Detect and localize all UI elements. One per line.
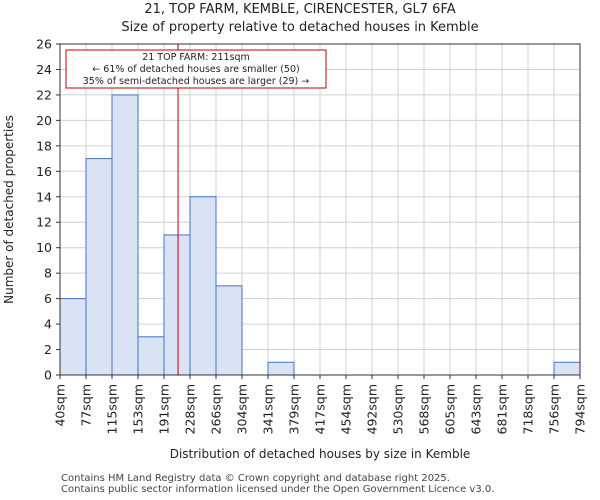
x-tick-label: 643sqm: [469, 384, 484, 434]
x-axis-label: Distribution of detached houses by size …: [170, 447, 471, 461]
annotation-line-1: 21 TOP FARM: 211sqm: [142, 52, 250, 63]
histogram-bar: [59, 298, 87, 376]
x-tick-label: 40sqm: [53, 384, 68, 427]
y-tick-label: 2: [44, 342, 52, 357]
x-tick-label: 191sqm: [157, 384, 172, 434]
histogram-bar: [553, 361, 581, 376]
histogram-bar: [111, 94, 139, 376]
y-tick-label: 0: [44, 368, 52, 383]
y-tick-label: 6: [44, 291, 52, 306]
x-tick-label: 568sqm: [417, 384, 432, 434]
y-tick-label: 18: [36, 138, 52, 153]
bars: [59, 94, 581, 376]
x-tick-label: 756sqm: [547, 384, 562, 434]
histogram-bar: [85, 158, 113, 376]
x-tick-label: 681sqm: [495, 384, 510, 434]
annotation-box: 21 TOP FARM: 211sqm ← 61% of detached ho…: [65, 49, 327, 89]
y-tick-label: 26: [36, 37, 52, 52]
x-tick-label: 115sqm: [105, 384, 120, 434]
chart-title: 21, TOP FARM, KEMBLE, CIRENCESTER, GL7 6…: [144, 2, 456, 17]
annotation-line-3: 35% of semi-detached houses are larger (…: [83, 76, 310, 87]
histogram-bar: [267, 361, 295, 376]
y-axis-label: Number of detached properties: [2, 115, 16, 304]
histogram-bar: [189, 196, 217, 376]
x-tick-label: 228sqm: [183, 384, 198, 434]
x-tick-label: 605sqm: [443, 384, 458, 434]
footer-line-2: Contains public sector information licen…: [61, 484, 495, 495]
y-tick-label: 24: [36, 62, 52, 77]
x-tick-labels: 40sqm 77sqm 115sqm 153sqm 191sqm 228sqm 266sqm…: [53, 375, 588, 434]
x-tick-label: 794sqm: [573, 384, 588, 434]
x-tick-label: 530sqm: [391, 384, 406, 434]
y-tick-label: 10: [36, 240, 52, 255]
y-tick-label: 8: [44, 266, 52, 281]
x-tick-label: 77sqm: [79, 384, 94, 427]
histogram-bar: [215, 285, 243, 376]
chart-subtitle: Size of property relative to detached ho…: [121, 20, 479, 35]
x-tick-label: 304sqm: [235, 384, 250, 434]
x-tick-label: 341sqm: [261, 384, 276, 434]
x-tick-label: 266sqm: [209, 384, 224, 434]
annotation-line-2: ← 61% of detached houses are smaller (50…: [92, 64, 299, 75]
x-tick-label: 379sqm: [287, 384, 302, 434]
y-tick-label: 16: [36, 164, 52, 179]
x-tick-label: 718sqm: [521, 384, 536, 434]
x-tick-label: 417sqm: [313, 384, 328, 434]
histogram-bar: [137, 336, 165, 376]
y-tick-label: 12: [36, 215, 52, 230]
y-tick-label: 20: [36, 113, 52, 128]
x-tick-label: 153sqm: [131, 384, 146, 434]
annotation-frame: [65, 49, 327, 89]
y-tick-label: 14: [36, 189, 52, 204]
y-tick-label: 22: [36, 87, 52, 102]
footer-line-1: Contains HM Land Registry data © Crown c…: [61, 473, 450, 484]
x-tick-label: 492sqm: [365, 384, 380, 434]
y-tick-label: 4: [44, 317, 52, 332]
x-tick-label: 454sqm: [339, 384, 354, 434]
histogram-bar: [163, 234, 191, 376]
